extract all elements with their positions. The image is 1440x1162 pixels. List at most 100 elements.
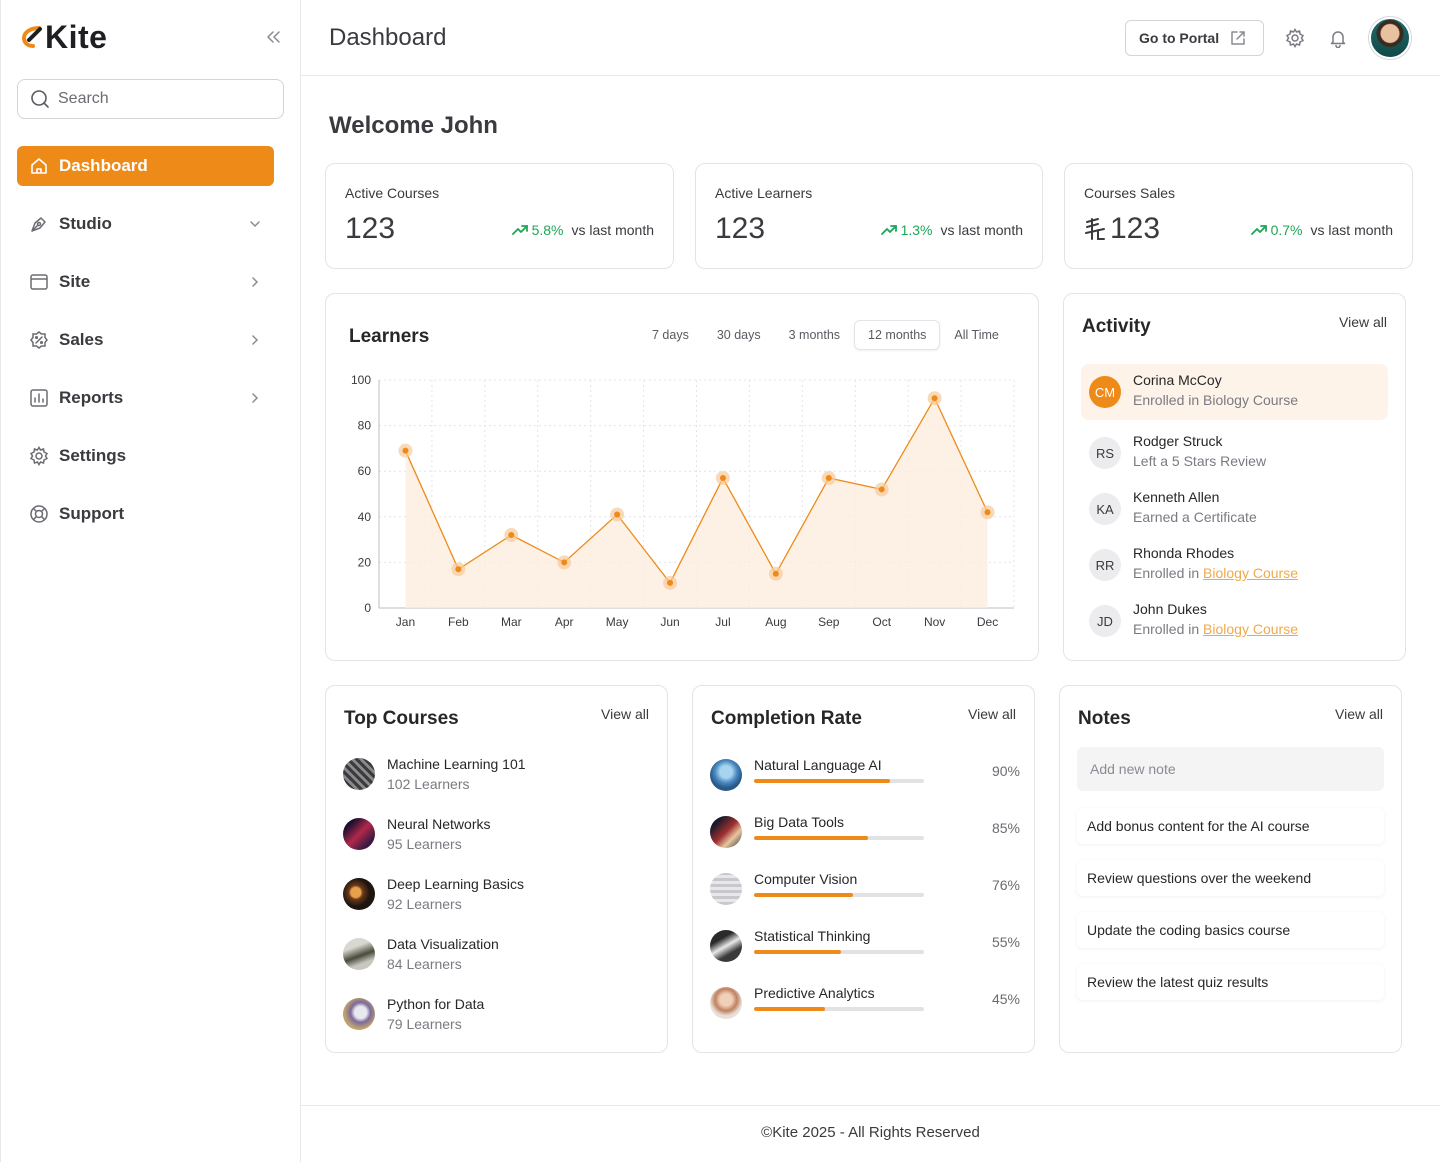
- chevron-down-icon: [250, 221, 260, 228]
- course-item[interactable]: Data Visualization 84 Learners: [343, 934, 643, 978]
- course-thumbnail: [343, 998, 375, 1030]
- y-tick-label: 0: [364, 601, 371, 615]
- course-item[interactable]: Deep Learning Basics 92 Learners: [343, 874, 643, 918]
- sidebar-item-support[interactable]: Support: [17, 494, 274, 534]
- course-thumbnail: [710, 930, 742, 962]
- welcome-heading: Welcome John: [329, 112, 498, 139]
- sidebar-item-label: Sales: [59, 330, 104, 349]
- completion-item[interactable]: Statistical Thinking 55%: [710, 926, 1020, 966]
- activity-avatar: RR: [1089, 549, 1121, 581]
- course-link[interactable]: Biology Course: [1203, 565, 1298, 581]
- course-name: Computer Vision: [754, 871, 858, 887]
- tab-3-months[interactable]: 3 months: [788, 328, 841, 342]
- sidebar-item-studio[interactable]: Studio: [17, 204, 274, 244]
- note-item[interactable]: Update the coding basics course: [1077, 912, 1384, 948]
- completion-view-all-link[interactable]: View all: [968, 706, 1016, 722]
- course-name: Machine Learning 101: [387, 756, 526, 772]
- sidebar-item-settings[interactable]: Settings: [17, 436, 274, 476]
- notes-card: Notes View all Add new note Add bonus co…: [1059, 685, 1402, 1053]
- completion-progress-bar: [754, 893, 924, 897]
- course-thumbnail: [343, 818, 375, 850]
- sidebar-item-reports[interactable]: Reports: [17, 378, 274, 418]
- tab-12-months[interactable]: 12 months: [854, 320, 941, 350]
- note-item[interactable]: Review questions over the weekend: [1077, 860, 1384, 896]
- activity-item[interactable]: KA Kenneth Allen Earned a Certificate: [1081, 481, 1388, 537]
- completion-percent: 85%: [991, 820, 1020, 836]
- user-avatar[interactable]: [1369, 17, 1411, 59]
- completion-rate-card: Completion Rate View all Natural Languag…: [692, 685, 1035, 1053]
- logo[interactable]: Kite: [21, 18, 108, 55]
- trend-up-icon: [880, 225, 897, 235]
- x-tick-label: Nov: [924, 615, 945, 629]
- course-name: Big Data Tools: [754, 814, 845, 830]
- course-learners: 84 Learners: [387, 956, 462, 972]
- collapse-sidebar-button[interactable]: [264, 28, 284, 46]
- pen-tool-icon: [31, 217, 46, 232]
- page-title: Dashboard: [329, 24, 447, 51]
- completion-progress-bar: [754, 1007, 924, 1011]
- course-learners: 79 Learners: [387, 1016, 462, 1032]
- add-note-input[interactable]: Add new note: [1077, 747, 1384, 791]
- stat-change-suffix: vs last month: [571, 222, 654, 238]
- sidebar-item-sales[interactable]: Sales: [17, 320, 274, 360]
- activity-name: Rhonda Rhodes: [1133, 545, 1235, 561]
- activity-item[interactable]: RS Rodger Struck Left a 5 Stars Review: [1081, 425, 1388, 481]
- stat-change-value: 0.7%: [1270, 222, 1303, 238]
- stat-value-number: 123: [1110, 212, 1161, 245]
- activity-item[interactable]: JD John Dukes Enrolled in Biology Course: [1081, 593, 1388, 649]
- top-courses-card: Top Courses View all Machine Learning 10…: [325, 685, 668, 1053]
- top-courses-view-all-link[interactable]: View all: [601, 706, 649, 722]
- activity-item[interactable]: RR Rhonda Rhodes Enrolled in Biology Cou…: [1081, 537, 1388, 593]
- activity-desc-prefix: Enrolled in: [1133, 621, 1200, 637]
- activity-view-all-link[interactable]: View all: [1339, 314, 1387, 330]
- note-item[interactable]: Add bonus content for the AI course: [1077, 808, 1384, 844]
- course-name: Neural Networks: [387, 816, 491, 832]
- home-icon: [31, 158, 47, 174]
- data-point: [931, 395, 938, 402]
- notes-title: Notes: [1078, 708, 1131, 729]
- stat-change-suffix: vs last month: [1310, 222, 1393, 238]
- course-item[interactable]: Python for Data 79 Learners: [343, 994, 643, 1038]
- stat-change: 5.8% vs last month: [511, 222, 654, 238]
- tab-30-days[interactable]: 30 days: [716, 328, 761, 342]
- completion-item[interactable]: Natural Language AI 90%: [710, 755, 1020, 795]
- logo-text: Kite: [45, 18, 108, 55]
- activity-name: Rodger Struck: [1133, 433, 1223, 449]
- data-point: [878, 486, 885, 493]
- activity-desc: Enrolled in Biology Course: [1133, 621, 1298, 637]
- sidebar: Kite Search Dashboard Studio: [0, 0, 301, 1162]
- stat-card-courses-sales: Courses Sales 123 0.7% vs last month: [1064, 163, 1413, 269]
- tab-all-time[interactable]: All Time: [954, 328, 999, 342]
- completion-item[interactable]: Predictive Analytics 45%: [710, 983, 1020, 1023]
- sidebar-item-dashboard[interactable]: Dashboard: [17, 146, 274, 186]
- note-item[interactable]: Review the latest quiz results: [1077, 964, 1384, 1000]
- course-link[interactable]: Biology Course: [1203, 621, 1298, 637]
- activity-name: Kenneth Allen: [1133, 489, 1220, 505]
- settings-gear-icon[interactable]: [1285, 28, 1305, 48]
- stat-value: 123: [1084, 212, 1160, 246]
- footer: ©Kite 2025 - All Rights Reserved: [301, 1105, 1440, 1162]
- completion-progress-fill: [754, 950, 841, 954]
- course-name: Statistical Thinking: [754, 928, 871, 944]
- completion-item[interactable]: Computer Vision 76%: [710, 869, 1020, 909]
- stat-change-value: 5.8%: [531, 222, 564, 238]
- activity-item[interactable]: CM Corina McCoy Enrolled in Biology Cour…: [1081, 364, 1388, 420]
- tab-7-days[interactable]: 7 days: [652, 328, 689, 342]
- stat-change-value: 1.3%: [900, 222, 933, 238]
- course-thumbnail: [710, 816, 742, 848]
- x-tick-label: Sep: [818, 615, 840, 629]
- notes-view-all-link[interactable]: View all: [1335, 706, 1383, 722]
- completion-percent: 55%: [991, 934, 1020, 950]
- completion-item[interactable]: Big Data Tools 85%: [710, 812, 1020, 852]
- completion-progress-bar: [754, 950, 924, 954]
- search-input[interactable]: Search: [17, 79, 284, 119]
- activity-desc-prefix: Enrolled in: [1133, 565, 1200, 581]
- course-item[interactable]: Neural Networks 95 Learners: [343, 814, 643, 858]
- go-to-portal-button[interactable]: Go to Portal: [1125, 20, 1264, 56]
- sidebar-item-site[interactable]: Site: [17, 262, 274, 302]
- activity-avatar: KA: [1089, 493, 1121, 525]
- data-point: [667, 579, 674, 586]
- course-item[interactable]: Machine Learning 101 102 Learners: [343, 754, 643, 798]
- data-point: [719, 475, 726, 482]
- bell-icon[interactable]: [1328, 28, 1348, 48]
